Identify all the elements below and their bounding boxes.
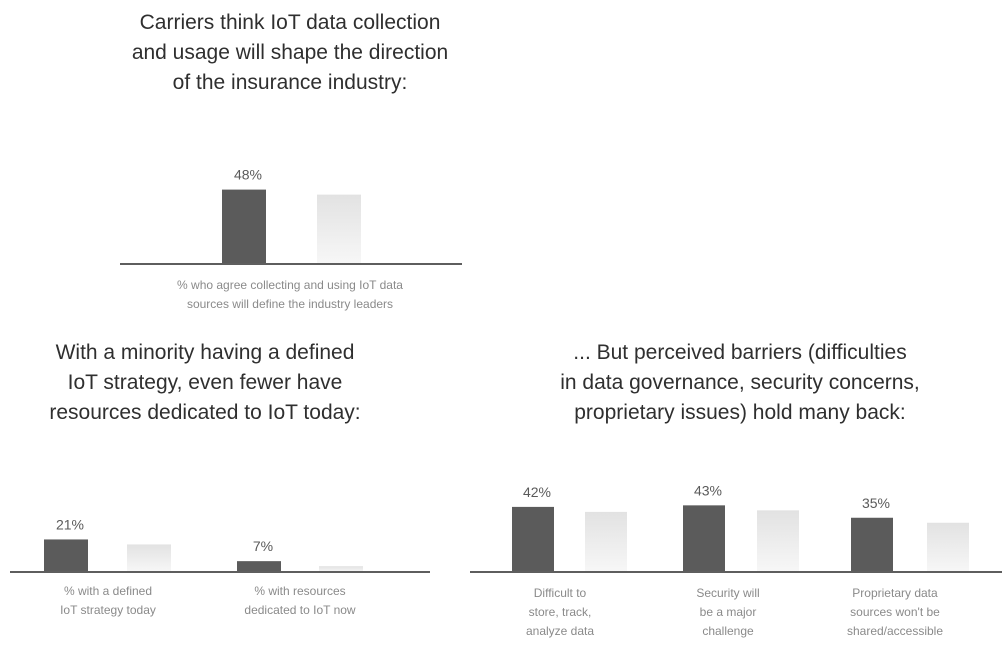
chart-3-value-label-2: 43% bbox=[694, 482, 722, 498]
chart-2-category-label-1: % with a defined IoT strategy today bbox=[60, 584, 156, 617]
chart-3-bar-1 bbox=[512, 506, 554, 572]
chart-2-value-label-2: 7% bbox=[253, 538, 273, 554]
chart-3-title: ... But perceived barriers (difficulties… bbox=[560, 341, 920, 424]
chart-2-comparison-bar-2 bbox=[319, 566, 363, 572]
chart-2-bar-1 bbox=[44, 539, 88, 572]
chart-2-category-label-2: % with resources dedicated to IoT now bbox=[244, 584, 356, 617]
chart-2-comparison-bar-1 bbox=[127, 544, 171, 572]
chart-1-category-label-1: % who agree collecting and using IoT dat… bbox=[177, 278, 403, 311]
chart-3-category-label-1: Difficult to store, track, analyze data bbox=[525, 586, 595, 638]
chart-2-bar-2 bbox=[237, 561, 281, 572]
chart-3-value-label-3: 35% bbox=[862, 495, 890, 511]
chart-3-comparison-bar-1 bbox=[585, 511, 627, 572]
chart-1-bar-1 bbox=[222, 189, 266, 264]
chart-3-comparison-bar-2 bbox=[757, 510, 799, 572]
chart-3-category-label-2: Security will be a major challenge bbox=[696, 586, 760, 638]
chart-3-bar-2 bbox=[683, 505, 725, 572]
chart-3-value-label-1: 42% bbox=[523, 484, 551, 500]
chart-3-category-label-3: Proprietary data sources won't be shared… bbox=[846, 586, 944, 638]
chart-1-title: Carriers think IoT data collection and u… bbox=[131, 11, 449, 94]
chart-1-comparison-bar-1 bbox=[317, 194, 361, 264]
chart-2-value-label-1: 21% bbox=[56, 516, 84, 532]
chart-3-comparison-bar-3 bbox=[927, 522, 969, 572]
chart-3-bar-3 bbox=[851, 517, 893, 572]
chart-2-title: With a minority having a defined IoT str… bbox=[49, 341, 361, 424]
chart-1-value-label-1: 48% bbox=[234, 167, 262, 183]
